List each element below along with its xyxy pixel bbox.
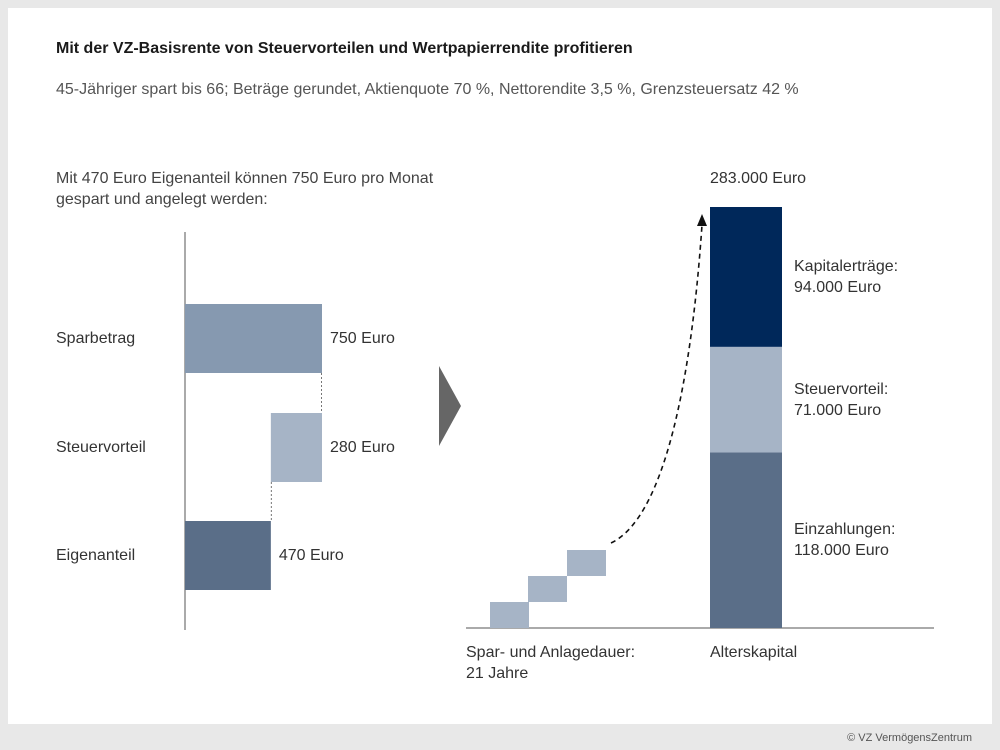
waterfall-intro-line-1: Mit 470 Euro Eigenanteil können 750 Euro… [56,170,434,187]
waterfall-bar-steuervorteil [270,413,322,482]
waterfall-value-label: 750 Euro [330,329,395,347]
waterfall-intro-line-2: gespart und angelegt werden: [56,191,268,208]
savings-step-3 [567,550,606,576]
stack-segment-einzahlungen [710,452,782,628]
waterfall-category-label: Steuervorteil [56,438,146,456]
duration-axis-label: Spar- und Anlagedauer: [466,644,636,661]
waterfall-category-label: Sparbetrag [56,329,136,347]
growth-arrow-line [610,224,703,544]
waterfall-value-label: 470 Euro [278,546,344,564]
waterfall-intro: Mit 470 Euro Eigenanteil können 750 Euro… [56,168,433,210]
chart-subtitle: 45-Jähriger spart bis 66; Beträge gerund… [56,81,799,98]
chart-title: Mit der VZ-Basisrente von Steuervorteile… [56,40,633,57]
savings-step-2 [528,576,567,602]
copyright-note: © VZ VermögensZentrum [847,732,972,744]
stack-segment-value-label: 94.000 Euro [794,278,882,296]
waterfall-bar-sparbetrag [185,304,322,373]
transition-arrow-icon [439,366,461,446]
growth-arrowhead-icon [697,214,707,226]
stack-category-label: Alterskapital [710,644,798,661]
duration-axis-label-value: 21 Jahre [466,665,529,682]
stack-segment-label: Steuervorteil: [794,380,889,398]
stack-segment-value-label: 71.000 Euro [794,401,882,419]
waterfall-bar-eigenanteil [185,521,271,590]
stack-segment-kapitalertraege [710,207,782,347]
waterfall-value-label: 280 Euro [330,438,395,456]
stack-segment-steuervorteil [710,346,782,453]
stack-total-label: 283.000 Euro [710,170,807,187]
savings-step-1 [490,602,529,628]
stack-segment-value-label: 118.000 Euro [794,542,889,560]
stack-segment-label: Einzahlungen: [794,521,896,539]
waterfall-category-label: Eigenanteil [56,546,136,564]
stack-segment-label: Kapitalerträge: [794,257,899,275]
